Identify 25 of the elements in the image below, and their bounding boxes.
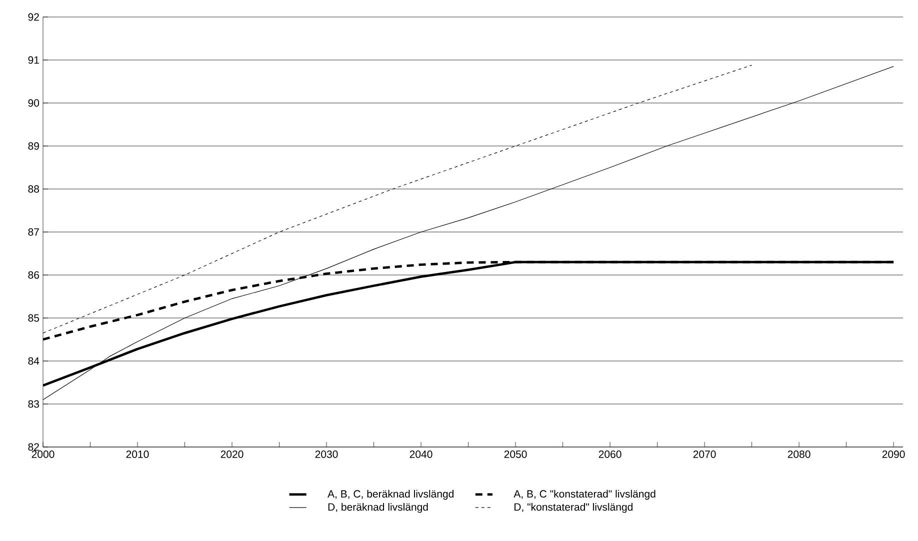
y-tick-label: 91 bbox=[28, 56, 39, 64]
legend-label: D, beräknad livslängd bbox=[328, 503, 428, 513]
y-tick-label: 90 bbox=[28, 99, 40, 107]
x-tick-label: 2080 bbox=[788, 450, 810, 458]
y-tick-label: 82 bbox=[28, 443, 39, 451]
x-tick-label: 2090 bbox=[882, 450, 905, 458]
y-tick-label: 84 bbox=[28, 357, 40, 365]
x-tick-label: 2040 bbox=[410, 450, 432, 458]
x-tick-label: 2020 bbox=[220, 450, 244, 458]
x-tick-label: 2010 bbox=[126, 450, 149, 458]
x-tick-label: 2030 bbox=[315, 450, 338, 458]
x-tick-label: 2060 bbox=[598, 450, 622, 458]
y-tick-label: 88 bbox=[28, 185, 40, 193]
y-tick-label: 87 bbox=[28, 228, 39, 236]
legend-label: A, B, C, beräknad livslängd bbox=[328, 490, 454, 500]
legend-label: A, B, C "konstaterad" livslängd bbox=[514, 490, 656, 500]
y-tick-label: 85 bbox=[28, 314, 40, 322]
y-tick-label: 83 bbox=[28, 400, 40, 408]
x-tick-label: 2000 bbox=[32, 450, 54, 458]
y-tick-label: 86 bbox=[28, 271, 40, 279]
y-tick-label: 92 bbox=[28, 13, 39, 21]
x-tick-label: 2050 bbox=[504, 450, 527, 458]
y-tick-label: 89 bbox=[28, 142, 39, 150]
legend-label: D, "konstaterad" livslängd bbox=[514, 503, 632, 513]
x-tick-label: 2070 bbox=[693, 450, 716, 458]
